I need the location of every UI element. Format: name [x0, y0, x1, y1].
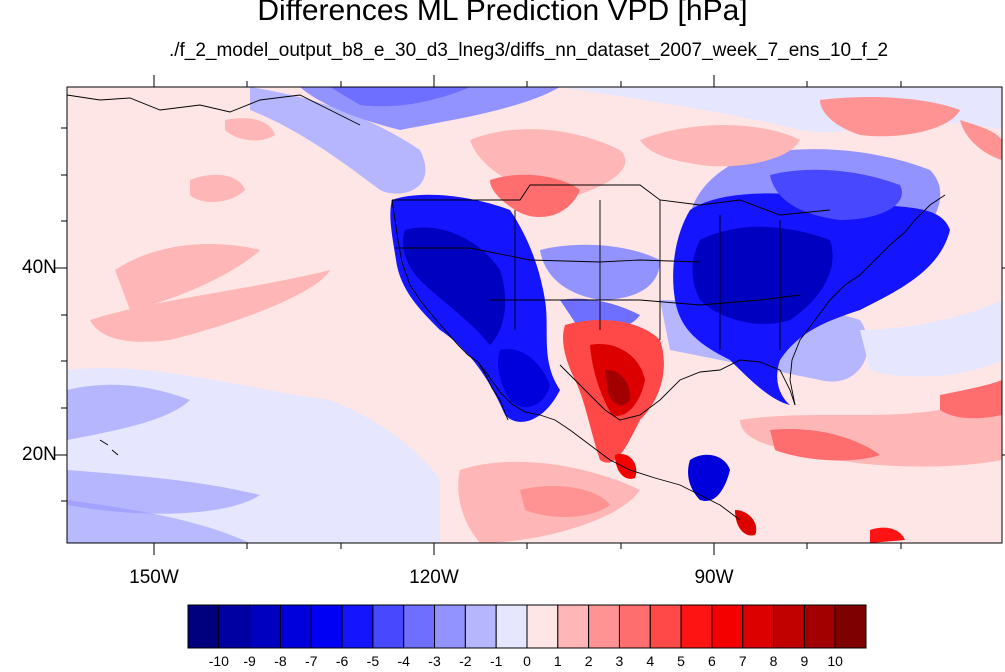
colorbar-label: -5: [366, 653, 380, 669]
lon-label-150w: 150W: [129, 567, 179, 588]
lon-label-120w: 120W: [409, 567, 459, 588]
colorbar-label: 7: [738, 653, 747, 669]
colorbar-label: 5: [677, 653, 685, 669]
colorbar-label: -2: [459, 653, 472, 669]
anomaly-field: [67, 87, 1002, 543]
colorbar-swatch: [557, 604, 590, 649]
colorbar-swatch: [649, 604, 682, 649]
colorbar-label: 9: [800, 653, 809, 669]
colorbar-label: 6: [708, 653, 716, 669]
colorbar-label: -9: [243, 653, 256, 669]
colorbar-label: 2: [584, 653, 593, 669]
lat-label-20n: 20N: [22, 444, 57, 465]
colorbar-swatch: [279, 604, 312, 649]
colorbar-swatch: [495, 604, 528, 649]
map-title: Differences ML Prediction VPD [hPa]: [257, 0, 748, 27]
colorbar-swatch: [834, 604, 867, 649]
axis-ticks: [55, 75, 1005, 555]
colorbar-swatch: [372, 604, 405, 649]
colorbar-swatch: [249, 604, 281, 649]
colorbar-label: -4: [397, 653, 410, 669]
map-subtitle: ./f_2_model_output_b8_e_30_d3_lneg3/diff…: [168, 40, 889, 61]
colorbar-label: 0: [523, 653, 531, 669]
colorbar-swatch: [434, 604, 466, 649]
colorbar-swatch: [341, 604, 374, 649]
colorbar: [187, 604, 867, 649]
colorbar-swatch: [218, 604, 251, 649]
colorbar-label: -6: [335, 653, 349, 669]
colorbar-swatch: [526, 604, 559, 649]
colorbar-label: 4: [646, 653, 655, 669]
colorbar-label: -7: [305, 653, 318, 669]
colorbar-swatch: [403, 604, 436, 649]
colorbar-swatch: [588, 604, 620, 649]
colorbar-swatch: [464, 604, 497, 649]
colorbar-swatch: [711, 604, 744, 649]
lat-label-40n: 40N: [22, 257, 57, 278]
colorbar-swatch: [187, 604, 220, 649]
colorbar-label: 8: [769, 653, 778, 669]
colorbar-label: -8: [274, 653, 287, 669]
colorbar-swatch: [618, 604, 651, 649]
colorbar-label: 1: [553, 653, 562, 669]
colorbar-swatch: [803, 604, 836, 649]
colorbar-swatch: [742, 604, 775, 649]
colorbar-swatch: [310, 604, 343, 649]
colorbar-label: -3: [428, 653, 441, 669]
minor-ticks: [61, 81, 902, 549]
colorbar-label: -10: [208, 653, 229, 669]
colorbar-swatch: [773, 604, 805, 649]
coastlines: [66, 94, 946, 521]
colorbar-label: -1: [489, 653, 503, 669]
colorbar-label: 3: [615, 653, 624, 669]
colorbar-label: 10: [827, 653, 843, 669]
colorbar-swatch: [680, 604, 713, 649]
lon-label-90w: 90W: [694, 567, 734, 588]
